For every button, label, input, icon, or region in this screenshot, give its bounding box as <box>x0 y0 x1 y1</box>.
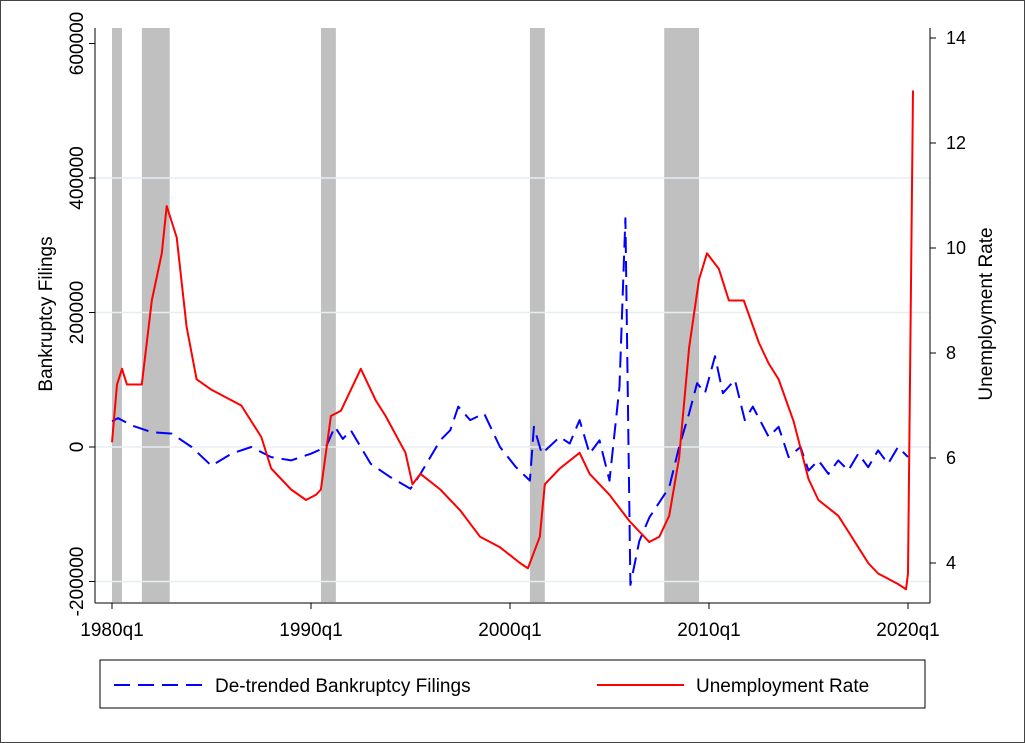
x-tick-label: 2020q1 <box>876 620 939 641</box>
series-lines <box>111 90 914 591</box>
recession-band <box>320 28 336 602</box>
legend-label-bankruptcy: De-trended Bankruptcy Filings <box>215 676 471 697</box>
legend-box <box>99 659 926 709</box>
gridlines <box>95 177 930 583</box>
left-tick-label: -200000 <box>67 547 88 617</box>
unemployment-rate-line <box>111 90 914 591</box>
right-tick-label: 14 <box>946 28 966 48</box>
recession-band <box>529 28 545 602</box>
right-tick-label: 10 <box>946 238 966 258</box>
right-tick-label: 4 <box>946 553 956 573</box>
x-tick-label: 2000q1 <box>478 620 541 641</box>
recession-band <box>112 28 122 602</box>
x-tick-label: 1990q1 <box>279 620 342 641</box>
x-tick-label: 1980q1 <box>80 620 143 641</box>
left-tick-label: 600000 <box>67 12 88 75</box>
left-tick-label: 200000 <box>67 281 88 344</box>
legend-label-unemployment: Unemployment Rate <box>696 676 869 697</box>
right-tick-label: 12 <box>946 133 966 153</box>
left-tick-label: 400000 <box>67 146 88 209</box>
right-axis-title: Unemployment Rate <box>976 227 997 400</box>
right-tick-label: 8 <box>946 343 956 363</box>
right-tick-label: 6 <box>946 448 956 468</box>
x-tick-label: 2010q1 <box>677 620 740 641</box>
legend: De-trended Bankruptcy Filings Unemployme… <box>99 659 926 709</box>
axes: -200000 0 200000 400000 600000 4 6 8 10 12 14 1980q… <box>67 12 966 641</box>
left-axis-title: Bankruptcy Filings <box>36 236 57 391</box>
left-tick-label: 0 <box>67 442 88 453</box>
recession-band <box>141 28 170 602</box>
